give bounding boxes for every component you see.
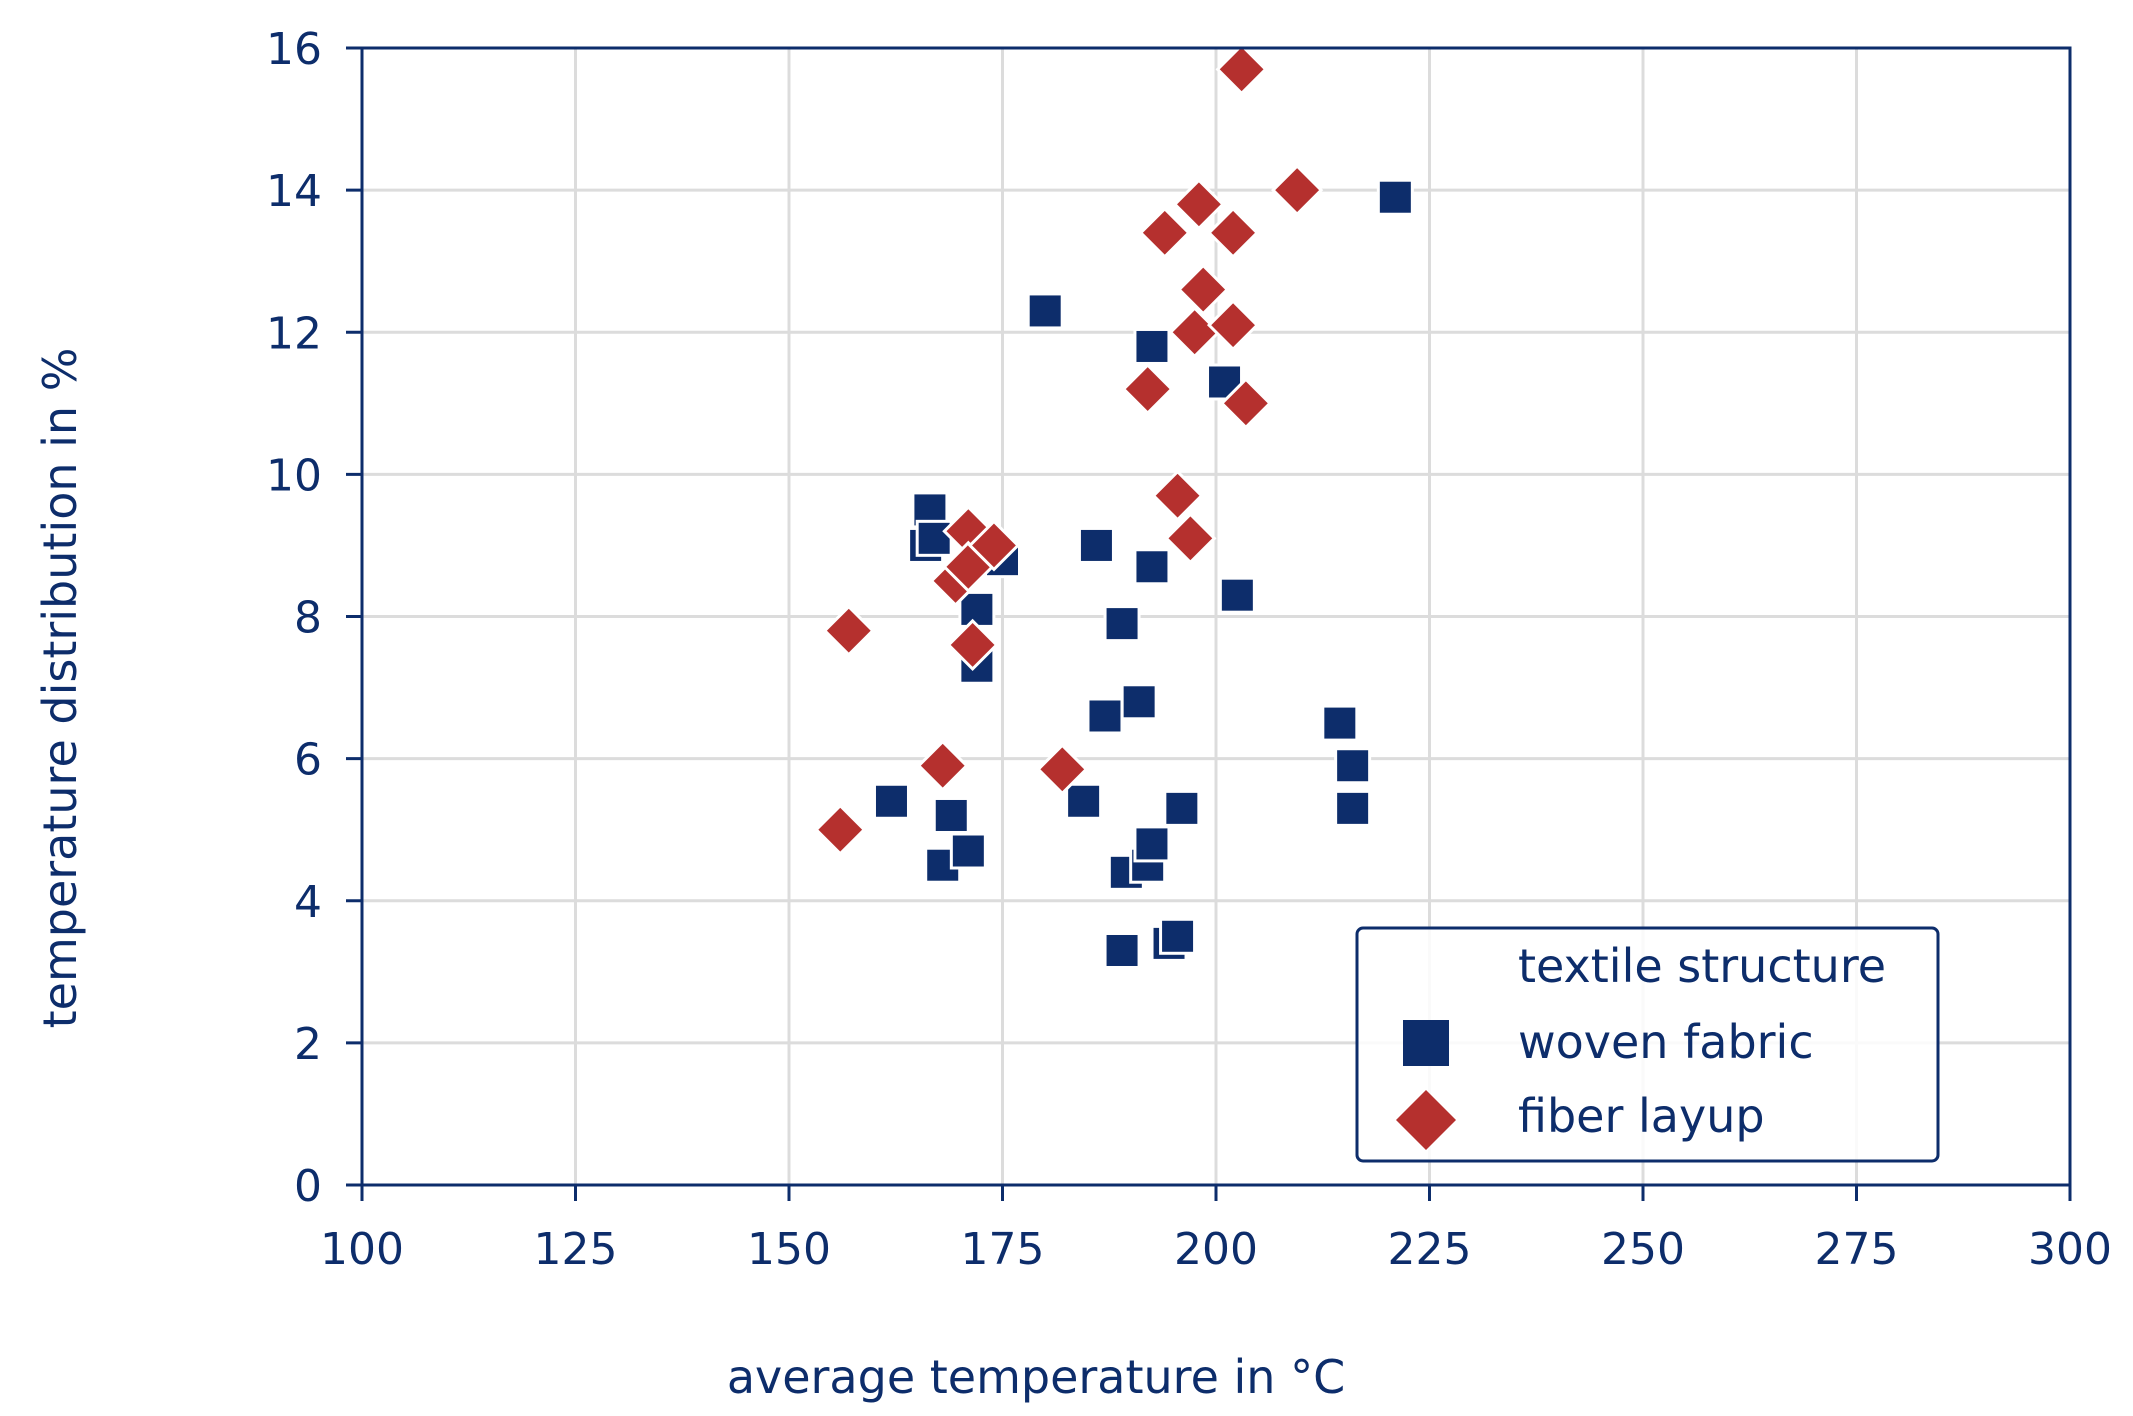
woven-fabric-point bbox=[1026, 292, 1064, 330]
woven-fabric-point bbox=[1103, 605, 1141, 643]
legend: textile structure woven fabric fiber lay… bbox=[1355, 926, 1940, 1163]
fiber-layup-point bbox=[916, 739, 969, 792]
woven-fabric-point bbox=[958, 590, 996, 628]
fiber-layup-point bbox=[1168, 306, 1221, 359]
woven-fabric-point bbox=[1376, 178, 1414, 216]
y-tick-label: 2 bbox=[294, 1019, 322, 1070]
data-points bbox=[814, 43, 1414, 969]
woven-fabric-point bbox=[1133, 327, 1171, 365]
x-tick-label: 300 bbox=[2028, 1224, 2112, 1275]
woven-fabric-point bbox=[1218, 576, 1256, 614]
y-tick-label: 0 bbox=[294, 1161, 322, 1212]
fiber-layup-point bbox=[1138, 206, 1191, 259]
x-tick-label: 275 bbox=[1815, 1224, 1899, 1275]
woven-fabric-point bbox=[915, 519, 953, 557]
y-tick-label: 8 bbox=[294, 593, 322, 644]
legend-fiber-marker bbox=[1396, 1090, 1456, 1150]
woven-fabric-point bbox=[872, 782, 910, 820]
woven-fabric-point bbox=[949, 832, 987, 870]
legend-woven-label: woven fabric bbox=[1518, 1015, 1814, 1069]
y-tick-label: 16 bbox=[266, 24, 322, 75]
woven-fabric-point bbox=[1120, 683, 1158, 721]
fiber-layup-point bbox=[1206, 299, 1260, 352]
series-fiber-layup bbox=[814, 43, 1324, 856]
fiber-layup-point bbox=[1271, 164, 1324, 217]
woven-fabric-point bbox=[932, 796, 970, 834]
x-tick-label: 250 bbox=[1601, 1224, 1685, 1275]
woven-fabric-point bbox=[1133, 548, 1171, 586]
fiber-layup-point bbox=[1151, 469, 1204, 522]
axis-ticks: 100 125 150 175 200 225 250 275 300 0 2 4 6 8 10 12 14 16 bbox=[266, 24, 2112, 1275]
x-tick-label: 200 bbox=[1174, 1224, 1258, 1275]
series-woven-fabric bbox=[872, 178, 1414, 969]
fiber-layup-point bbox=[946, 618, 999, 672]
woven-fabric-point bbox=[1334, 747, 1372, 785]
x-tick-label: 225 bbox=[1388, 1224, 1472, 1275]
woven-fabric-point bbox=[1159, 917, 1197, 955]
fiber-layup-point bbox=[814, 803, 867, 856]
legend-fiber-label: fiber layup bbox=[1518, 1089, 1765, 1143]
y-tick-label: 14 bbox=[266, 166, 322, 217]
fiber-layup-point bbox=[1164, 512, 1217, 565]
fiber-layup-point bbox=[1172, 178, 1226, 231]
x-tick-label: 125 bbox=[534, 1224, 618, 1275]
fiber-layup-point bbox=[967, 519, 1021, 572]
x-tick-label: 150 bbox=[747, 1224, 831, 1275]
y-tick-label: 4 bbox=[294, 877, 322, 928]
woven-fabric-point bbox=[1086, 697, 1124, 735]
y-tick-label: 6 bbox=[294, 735, 322, 786]
fiber-layup-point bbox=[1215, 43, 1268, 96]
y-tick-label: 10 bbox=[266, 450, 322, 501]
legend-woven-marker bbox=[1403, 1020, 1449, 1066]
fiber-layup-point bbox=[1177, 263, 1230, 316]
woven-fabric-point bbox=[1103, 931, 1141, 969]
y-axis-title: temperature distribution in % bbox=[33, 348, 87, 1029]
woven-fabric-point bbox=[1163, 789, 1201, 827]
x-axis-title: average temperature in °C bbox=[727, 1350, 1345, 1404]
woven-fabric-point bbox=[1321, 704, 1359, 742]
legend-title: textile structure bbox=[1518, 939, 1886, 993]
fiber-layup-point bbox=[1206, 206, 1260, 259]
fiber-layup-point bbox=[1036, 743, 1089, 796]
woven-fabric-point bbox=[1065, 782, 1103, 820]
x-tick-label: 100 bbox=[320, 1224, 404, 1275]
fiber-layup-point bbox=[1121, 362, 1174, 416]
woven-fabric-point bbox=[1334, 789, 1372, 827]
fiber-layup-point bbox=[822, 604, 875, 657]
woven-fabric-point bbox=[1133, 825, 1171, 863]
x-tick-label: 175 bbox=[961, 1224, 1045, 1275]
fiber-layup-point bbox=[1219, 377, 1273, 430]
woven-fabric-point bbox=[1077, 526, 1115, 564]
y-tick-label: 12 bbox=[266, 308, 322, 359]
legend-box bbox=[1355, 926, 1940, 1163]
